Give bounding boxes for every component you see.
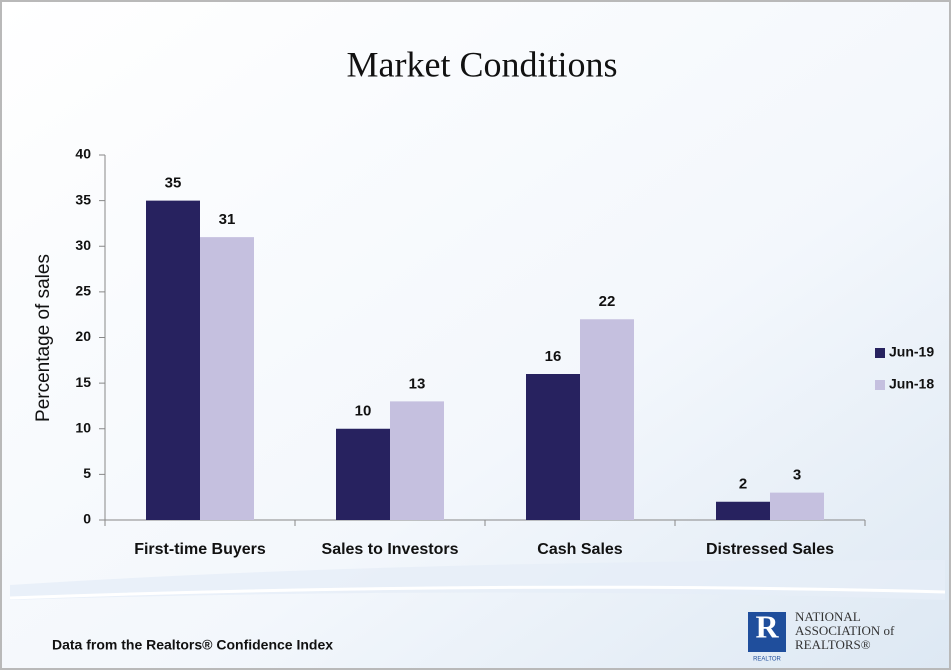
data-label: 22 [599,293,616,310]
bar [146,200,200,520]
bar [770,492,824,520]
y-axis-label: Percentage of sales [33,254,54,422]
y-tick-label: 20 [75,328,91,344]
bar [390,401,444,520]
bar [716,501,770,520]
data-label: 10 [355,403,372,420]
legend-swatch [875,380,885,390]
y-tick-label: 35 [75,191,91,207]
bar [526,374,580,520]
y-tick-label: 0 [83,511,91,527]
data-label: 31 [219,211,236,228]
y-tick-label: 5 [83,465,91,481]
data-label: 35 [165,175,182,192]
y-tick-label: 15 [75,374,91,390]
x-tick-label: Sales to Investors [322,541,459,558]
wave-line [9,585,946,600]
data-label: 2 [739,476,747,493]
logo-tag: REALTOR [753,657,781,663]
y-tick-label: 25 [75,283,91,299]
bar [336,428,390,520]
y-tick-label: 10 [75,419,91,435]
data-label: 16 [545,348,562,365]
x-tick-label: Cash Sales [537,541,622,558]
logo-line: NATIONAL [795,609,861,624]
bar [580,319,634,520]
chart-title: Market Conditions [347,44,618,84]
logo-line: ASSOCIATION of [795,623,895,638]
legend-label: Jun-18 [889,376,934,392]
legend-label: Jun-19 [889,344,934,360]
y-tick-label: 30 [75,237,91,253]
x-tick-label: Distressed Sales [706,541,834,558]
x-tick-label: First-time Buyers [134,541,266,558]
legend-swatch [875,348,885,358]
logo-line: REALTORS® [795,637,871,652]
y-tick-label: 40 [75,146,91,162]
logo-box [748,612,786,652]
data-label: 3 [793,467,801,484]
bar [200,237,254,520]
logo-mark: R [755,608,779,644]
source-note: Data from the Realtors® Confidence Index [52,637,333,653]
data-label: 13 [409,375,426,392]
